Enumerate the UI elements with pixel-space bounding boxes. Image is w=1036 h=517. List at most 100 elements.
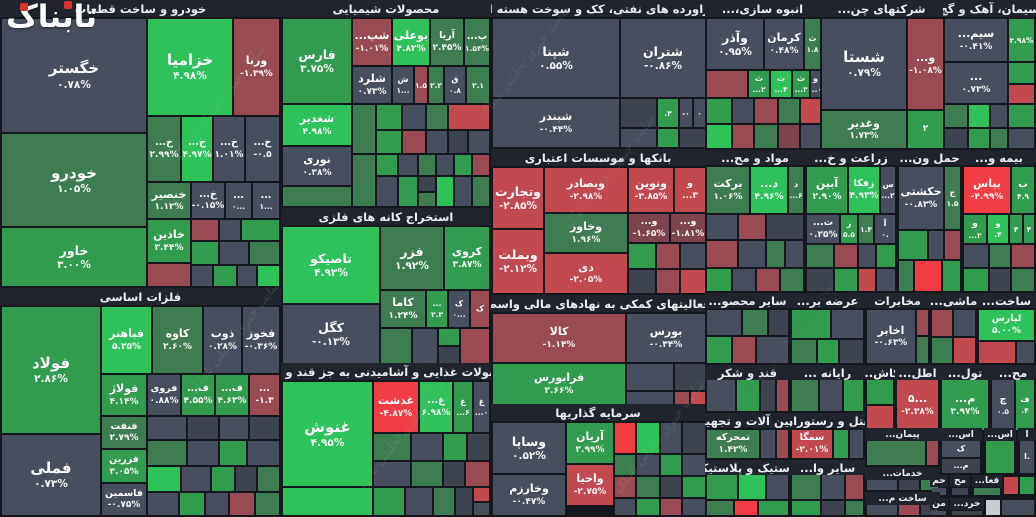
tile-cell[interactable]	[1009, 105, 1034, 127]
tile-cell[interactable]	[877, 269, 895, 291]
tile-cell[interactable]	[621, 129, 656, 147]
tile-کگل[interactable]: کگل -۰.۱۳%	[283, 305, 379, 363]
tile-فملی[interactable]: فملی ۰.۷۳%	[2, 435, 100, 515]
tile-cell[interactable]	[969, 105, 989, 127]
tile-ک[interactable]: ک	[942, 441, 980, 457]
tile-خ...[interactable]: خ... ۲.۹۹%	[148, 117, 180, 181]
tile-cell[interactable]	[353, 155, 375, 206]
tile-ث[interactable]: ث ...۲	[749, 71, 769, 97]
tile-cell[interactable]	[468, 434, 489, 460]
tile-cell[interactable]	[850, 430, 863, 458]
tile-اخابر[interactable]: اخابر -۰.۶۳%	[867, 310, 915, 363]
tile-نوری[interactable]: نوری ۰.۳۸%	[283, 147, 351, 185]
tile-cell[interactable]	[917, 310, 928, 335]
tile-cell[interactable]	[353, 105, 375, 153]
tile-cell[interactable]	[707, 125, 731, 148]
tile-cell[interactable]	[954, 338, 975, 363]
tile-cell[interactable]	[248, 441, 279, 465]
tile-cell[interactable]	[820, 380, 842, 411]
tile-cell[interactable]	[629, 270, 655, 293]
sector-header-20[interactable]: ساخت...	[977, 293, 1036, 308]
tile-cell[interactable]	[846, 501, 863, 515]
tile-cell[interactable]	[627, 392, 673, 404]
tile-cell[interactable]	[964, 269, 988, 291]
tile-...[interactable]: ... ۲.۳	[427, 291, 447, 327]
tile-cell[interactable]	[899, 231, 927, 259]
tile-cell[interactable]	[807, 269, 833, 291]
tile-cell[interactable]	[399, 155, 417, 175]
tile-ز[interactable]: ز ۵.۵	[841, 215, 857, 243]
tile-cell[interactable]	[759, 501, 788, 515]
tile-cell[interactable]	[867, 480, 897, 490]
tile-cell[interactable]	[469, 131, 489, 153]
tile-cell[interactable]	[214, 266, 236, 286]
tile-cell[interactable]: .۳	[658, 99, 678, 127]
tile-cell[interactable]	[377, 131, 401, 153]
tile-cell[interactable]	[374, 488, 404, 515]
tile-cell[interactable]: ۲.۲	[429, 67, 443, 103]
tile-cell[interactable]	[822, 501, 844, 515]
sector-header-29[interactable]: لاستیک و پلاستیک	[705, 460, 790, 475]
tile-فباهنر[interactable]: فباهنر ۵.۲۵%	[102, 307, 151, 373]
tile-سیم...[interactable]: سیم... -۰.۴۱%	[945, 19, 1007, 61]
sector-header-14[interactable]: حمل ون...	[897, 150, 962, 165]
sector-header-16[interactable]: سایر محصو...	[705, 293, 790, 308]
tile-cell[interactable]	[979, 342, 1015, 363]
tile-cell[interactable]	[867, 441, 925, 465]
tile-و...[interactable]: و... -۱.۸۱%	[671, 214, 705, 242]
tile-ح[interactable]: ح ۱.۵	[945, 167, 960, 229]
sector-header-18[interactable]: مخابرات	[865, 293, 930, 308]
tile-سمگا[interactable]: سمگا -۲.۰۱%	[792, 430, 832, 458]
tile-cell[interactable]	[737, 380, 759, 411]
tile-cell[interactable]	[220, 220, 240, 240]
tile-cell[interactable]	[256, 493, 279, 515]
tile-cell[interactable]	[377, 105, 401, 129]
tile-cell[interactable]	[792, 340, 816, 363]
tile-cell[interactable]	[743, 310, 767, 335]
sector-header-21[interactable]: قند و شکر	[705, 365, 790, 380]
tile-cell[interactable]	[188, 441, 218, 465]
tile-cell[interactable]	[867, 406, 893, 430]
tile-cell[interactable]	[381, 329, 411, 363]
tile-آریا[interactable]: آریا ۲.۴۵%	[431, 19, 463, 65]
tile-cell[interactable]	[250, 417, 279, 439]
tile-cell[interactable]	[832, 310, 863, 338]
tile-cell[interactable]	[412, 434, 442, 460]
tile-ک[interactable]: ک ۰...	[449, 291, 469, 327]
tile-cell[interactable]	[801, 125, 820, 148]
tile-شبندر[interactable]: شبندر -۰.۴۴%	[493, 99, 619, 147]
tile-cell[interactable]	[915, 261, 941, 291]
tile-cell[interactable]	[615, 423, 635, 453]
tile-زفکا[interactable]: زفکا ۴.۹۳%	[849, 167, 879, 213]
tile-فارس[interactable]: فارس ۳.۷۵%	[283, 19, 351, 103]
tile-cell[interactable]	[192, 266, 212, 286]
tile-خودرو[interactable]: خودرو ۱.۰۵%	[2, 134, 146, 226]
sector-header-32[interactable]: خدمات...	[865, 467, 940, 480]
tile-cell[interactable]	[767, 241, 784, 267]
tile-cell[interactable]	[943, 261, 960, 291]
tile-cell[interactable]	[1012, 245, 1034, 267]
tile-cell[interactable]	[374, 462, 410, 486]
tile-د[interactable]: د ...۶	[789, 167, 803, 213]
tile-cell[interactable]	[767, 215, 803, 239]
tile-cell[interactable]	[148, 264, 190, 286]
tile-ب[interactable]: ب ۴.۹	[1012, 167, 1034, 213]
tile-cell[interactable]	[735, 501, 757, 515]
tile-بوعلی[interactable]: بوعلی ۴.۸۲%	[393, 19, 429, 65]
tile-cell[interactable]	[779, 125, 799, 148]
tile-cell[interactable]	[818, 340, 838, 363]
tile-cell[interactable]	[377, 177, 397, 206]
tile-cell[interactable]	[439, 329, 459, 345]
tile-غ[interactable]: غ ...۶	[454, 382, 472, 432]
tile-cell[interactable]	[917, 337, 928, 363]
tile-و[interactable]: و ...۳	[675, 168, 705, 212]
tile-cell[interactable]	[675, 392, 689, 404]
tile-cell[interactable]	[637, 423, 659, 453]
tile-cell[interactable]	[867, 505, 897, 515]
tile-cell[interactable]	[807, 245, 833, 267]
tile-cell[interactable]	[779, 99, 799, 123]
tile-فزر[interactable]: فزر ۱.۹۲%	[381, 227, 443, 289]
tile-cell[interactable]	[707, 380, 735, 411]
tile-cell[interactable]	[1009, 129, 1034, 148]
tile-cell[interactable]	[945, 231, 960, 259]
